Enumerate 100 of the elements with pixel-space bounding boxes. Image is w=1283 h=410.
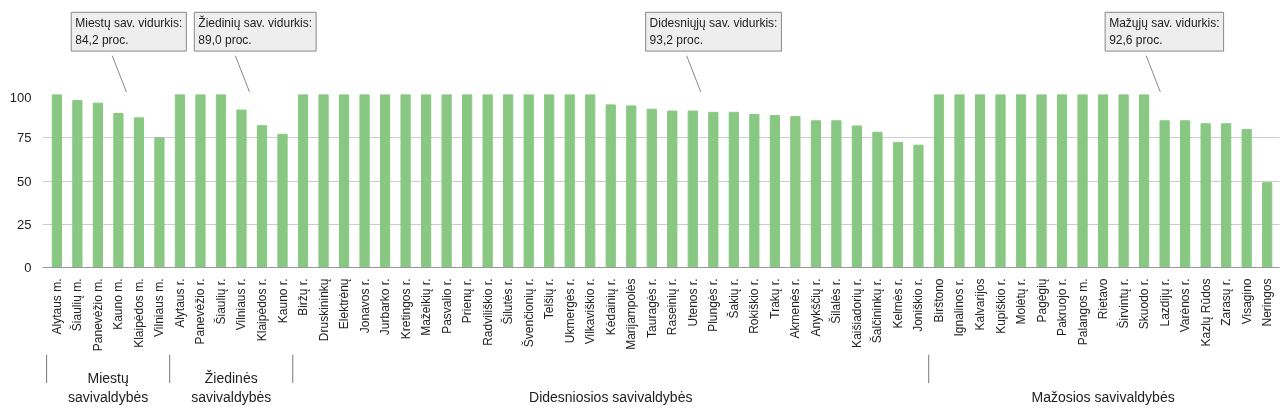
- y-tick-label: 75: [17, 130, 32, 146]
- bar: [236, 109, 247, 268]
- x-tick-label: Kėdainių r.: [603, 278, 618, 336]
- bar: [277, 133, 288, 268]
- x-tick-label: Šiaulių m.: [69, 278, 85, 332]
- x-tick-label: Plungės r.: [706, 278, 721, 332]
- x-tick-label: Ignalinos r.: [952, 278, 967, 337]
- bar: [215, 94, 227, 268]
- x-tick-label: Kauno r.: [275, 278, 290, 324]
- bar: [913, 144, 924, 268]
- bar: [421, 94, 432, 268]
- x-tick-label: Visagino: [1239, 278, 1254, 325]
- bar: [974, 94, 986, 268]
- bar: [503, 94, 514, 268]
- x-tick-label: Rokiškio r.: [747, 278, 762, 334]
- bar: [174, 94, 186, 268]
- bar: [482, 94, 493, 268]
- bar: [687, 110, 698, 268]
- bar: [1036, 94, 1047, 268]
- x-tick-label: Marijampolės: [624, 278, 639, 350]
- bar: [1221, 123, 1232, 268]
- bar: [851, 125, 863, 268]
- x-tick-label: Klaipėdos m.: [131, 278, 146, 348]
- bar: [626, 105, 637, 268]
- x-tick-label: Alytaus r.: [172, 278, 187, 328]
- x-tick-label: Lazdijų r.: [1157, 278, 1172, 327]
- bar: [400, 94, 411, 268]
- bar: [379, 94, 391, 268]
- x-tick-label: Šiaulių r.: [212, 278, 228, 325]
- x-tick-label: Druskininkų: [316, 278, 331, 342]
- x-tick-label: Šakių r.: [725, 278, 741, 319]
- x-tick-label: Mažeikių r.: [419, 278, 434, 336]
- x-tick-label: Molėtų r.: [1014, 278, 1029, 325]
- bar: [1118, 94, 1129, 268]
- bar: [154, 137, 165, 268]
- bar: [523, 94, 534, 268]
- x-tick-label: Kazlų Rūdos: [1198, 278, 1213, 347]
- x-tick-label: Pakruojo r.: [1055, 278, 1070, 336]
- bar: [790, 116, 801, 268]
- bar: [933, 94, 945, 268]
- bar: [338, 94, 350, 268]
- bar: [892, 142, 904, 268]
- bar: [1138, 94, 1150, 268]
- bar: [462, 94, 473, 268]
- x-tick-label: Tauragės r.: [644, 278, 659, 338]
- bar: [51, 94, 62, 268]
- bar: [564, 94, 575, 268]
- bar: [995, 94, 1006, 268]
- bar: [441, 94, 452, 268]
- bar: [92, 102, 103, 268]
- bar: [1097, 94, 1109, 268]
- x-tick-label: Širvintų r.: [1115, 278, 1131, 329]
- x-tick-label: Panevėžio r.: [193, 278, 208, 345]
- x-tick-label: Joniškio r.: [911, 278, 926, 332]
- bar: [1159, 120, 1170, 268]
- x-tick-label: Kaišiadorių r.: [849, 278, 864, 348]
- bar: [585, 94, 596, 268]
- x-tick-label: Kalvarijos: [972, 278, 987, 331]
- x-tick-label: Trakų r.: [767, 278, 782, 319]
- x-tick-label: Kretingos r.: [398, 278, 413, 340]
- y-tick-label: 25: [17, 216, 32, 232]
- text: Didesniųjų sav. vidurkis: 93,2 proc.: [649, 16, 778, 48]
- bar: [318, 94, 329, 268]
- x-tick-label: Alytaus m.: [49, 278, 64, 335]
- x-tick-label: Kauno m.: [111, 278, 126, 330]
- bar: [605, 104, 616, 268]
- x-tick-label: Vilniaus r.: [234, 278, 249, 331]
- bar: [831, 120, 842, 268]
- bar: [1056, 94, 1068, 268]
- y-tick-label: 0: [24, 260, 32, 275]
- x-tick-label: Utenos r.: [685, 278, 700, 327]
- bar: [810, 120, 821, 268]
- bar: [297, 94, 309, 268]
- y-tick-label: 100: [9, 89, 32, 105]
- bar: [1262, 182, 1273, 268]
- bar: [195, 94, 206, 268]
- x-tick-label: Šilalės r.: [828, 278, 844, 324]
- x-tick-label: Vilniaus m.: [152, 278, 167, 337]
- x-tick-label: Šalčininkų r.: [869, 278, 885, 344]
- x-tick-label: Anykščių r.: [808, 278, 823, 337]
- text: Miestų savivaldybės: [68, 370, 149, 406]
- bar: [1241, 129, 1252, 268]
- x-tick-label: Kelmės r.: [890, 278, 905, 329]
- x-tick-label: Vilkaviškio r.: [583, 278, 598, 345]
- bar: [708, 111, 719, 268]
- bar: [872, 131, 883, 268]
- text: Mažųjų sav. vidurkis: 92,6 proc.: [1109, 16, 1220, 48]
- x-tick-label: Pasvalio r.: [439, 278, 454, 334]
- bar: [769, 115, 780, 268]
- x-tick-label: Zarasų r.: [1219, 278, 1234, 326]
- x-tick-label: Šilutės r.: [500, 278, 516, 325]
- x-tick-label: Švenčionių r.: [520, 278, 536, 348]
- bar: [954, 94, 965, 268]
- bar: [133, 117, 145, 268]
- x-tick-label: Panevėžio m.: [90, 278, 105, 352]
- x-tick-label: Jurbarko r.: [378, 278, 393, 336]
- x-tick-label: Varėnos r.: [1178, 278, 1193, 333]
- x-tick-label: Ukmergės r.: [562, 278, 577, 344]
- x-tick-label: Pagėgių: [1034, 278, 1049, 323]
- x-tick-label: Elektrėnų: [337, 278, 352, 330]
